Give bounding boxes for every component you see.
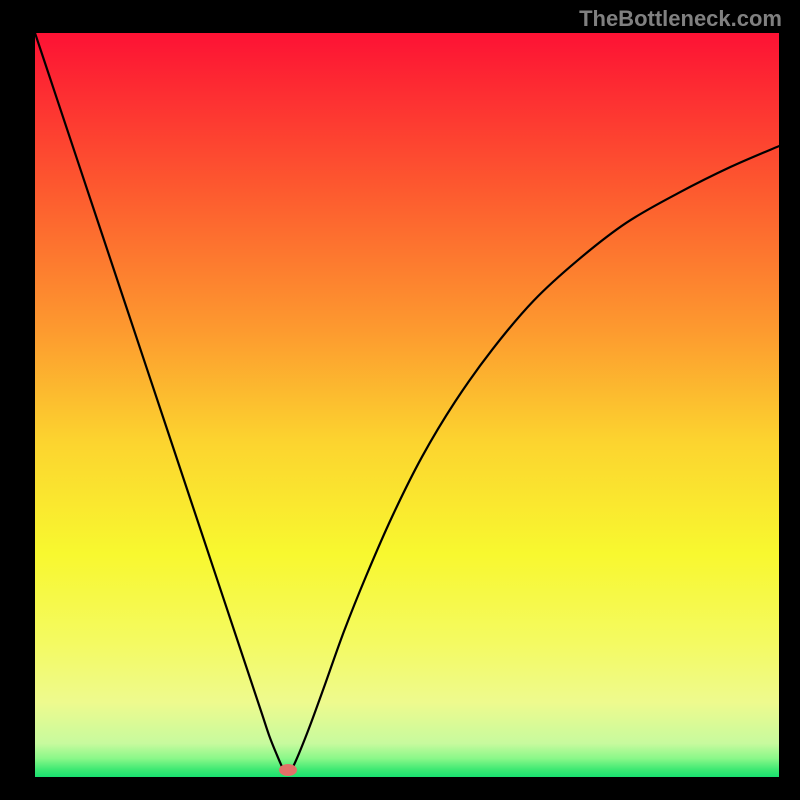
chart-container: TheBottleneck.com [0, 0, 800, 800]
plot-area [35, 33, 779, 777]
watermark-label: TheBottleneck.com [579, 6, 782, 32]
bottleneck-curve [35, 33, 779, 775]
minimum-marker [279, 764, 297, 776]
curve-svg [35, 33, 779, 777]
